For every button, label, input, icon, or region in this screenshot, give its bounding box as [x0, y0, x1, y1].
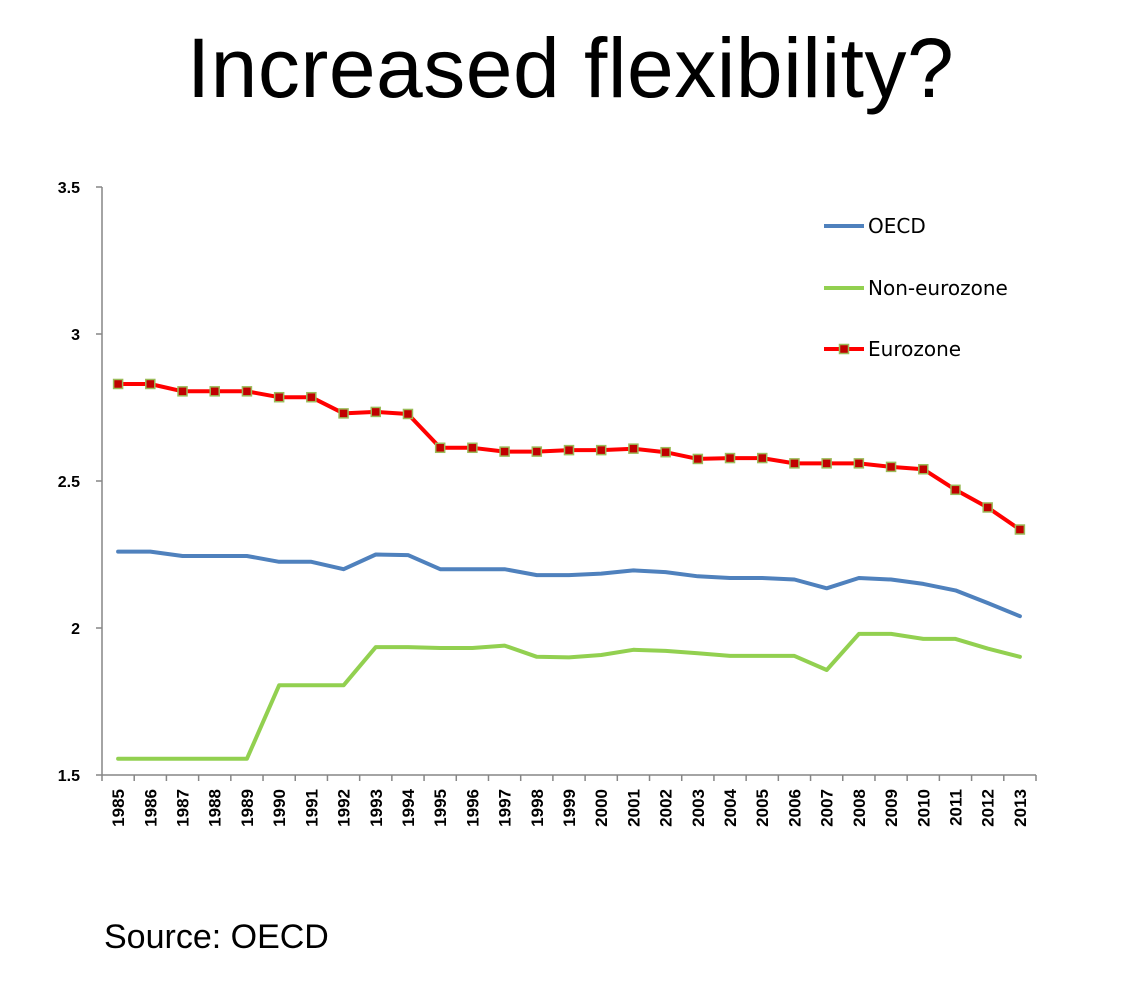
data-point-eurozone [402, 408, 414, 420]
y-tick-label: 1.5 [58, 768, 80, 785]
data-point-eurozone [821, 458, 832, 469]
legend-label-eurozone: Eurozone [868, 337, 961, 361]
data-point-eurozone [241, 386, 253, 397]
legend-marker-eurozone [838, 343, 850, 355]
x-tick-label: 1989 [238, 789, 257, 827]
data-point-eurozone [306, 391, 317, 403]
x-tick-label: 2005 [753, 789, 772, 827]
series-line-non-eurozone [116, 631, 1022, 761]
chart-axes [96, 186, 1037, 781]
x-tick-label: 2013 [1011, 789, 1030, 827]
data-point-eurozone [756, 452, 768, 464]
chart-legend: OECD Non-eurozone Eurozone [824, 214, 1008, 361]
data-point-eurozone [628, 443, 639, 454]
x-tick-label: 2008 [850, 789, 869, 827]
x-tick-label: 2001 [624, 789, 643, 827]
x-tick-label: 2003 [689, 789, 708, 827]
y-axis-tick-labels: 1.5 2 2.5 3 3.5 [58, 180, 80, 785]
y-tick-label: 3 [71, 327, 80, 344]
x-tick-label: 1997 [496, 789, 515, 827]
data-point-eurozone [112, 378, 124, 390]
x-tick-label: 1994 [399, 788, 418, 826]
legend-label-oecd: OECD [868, 214, 926, 238]
data-point-eurozone [950, 484, 961, 496]
x-tick-label: 2002 [657, 789, 676, 827]
x-tick-label: 1985 [109, 789, 128, 827]
data-point-eurozone [692, 453, 704, 465]
data-point-eurozone [273, 391, 285, 403]
x-tick-label: 1991 [302, 789, 321, 827]
data-point-eurozone [724, 452, 736, 464]
x-axis-tick-labels: 1985 1986 1987 1988 1989 1990 1991 1992 1993 1994… [109, 788, 1030, 826]
series-lines [116, 382, 1022, 761]
data-point-eurozone [918, 463, 929, 475]
x-tick-label: 1993 [367, 789, 386, 827]
data-point-eurozone [499, 446, 510, 457]
data-point-eurozone [660, 446, 671, 458]
y-tick-label: 2 [71, 621, 80, 638]
x-tick-label: 1998 [528, 789, 547, 827]
x-tick-label: 2007 [818, 789, 837, 827]
data-point-eurozone [853, 458, 865, 469]
x-tick-label: 2004 [721, 788, 740, 826]
x-tick-label: 1999 [560, 789, 579, 827]
data-point-eurozone [789, 458, 800, 469]
data-point-eurozone [209, 386, 220, 397]
data-point-eurozone [177, 386, 188, 397]
data-point-eurozone [467, 442, 478, 454]
x-tick-label: 2011 [946, 789, 965, 826]
data-point-eurozone [885, 461, 897, 473]
source-note: Source: OECD [104, 918, 329, 956]
data-point-eurozone [1014, 524, 1026, 535]
x-tick-label: 1995 [431, 789, 450, 827]
x-tick-label: 2000 [592, 789, 611, 827]
x-tick-label: 1988 [206, 789, 225, 827]
legend-label-non-eurozone: Non-eurozone [868, 276, 1008, 300]
data-point-eurozone [145, 378, 156, 390]
x-tick-label: 1990 [270, 789, 289, 827]
data-point-eurozone [531, 446, 543, 457]
x-tick-label: 1987 [174, 789, 193, 827]
y-tick-label: 3.5 [58, 180, 80, 197]
series-line-eurozone [116, 382, 1022, 532]
x-tick-label: 1996 [463, 789, 482, 827]
x-tick-label: 2010 [914, 789, 933, 827]
x-tick-label: 1992 [335, 789, 354, 827]
data-point-eurozone [338, 408, 349, 419]
page-title: Increased flexibility? [186, 21, 955, 115]
x-tick-label: 2006 [785, 789, 804, 827]
x-tick-label: 1986 [141, 789, 160, 827]
data-point-eurozone [595, 444, 607, 456]
x-tick-label: 2012 [979, 789, 998, 827]
x-tick-label: 2009 [882, 789, 901, 827]
series-line-oecd [116, 549, 1022, 619]
y-tick-label: 2.5 [58, 474, 80, 491]
data-point-eurozone [370, 406, 382, 418]
series-markers [112, 378, 1026, 535]
data-point-eurozone [563, 444, 575, 456]
data-point-eurozone [982, 502, 993, 513]
data-point-eurozone [434, 442, 446, 454]
